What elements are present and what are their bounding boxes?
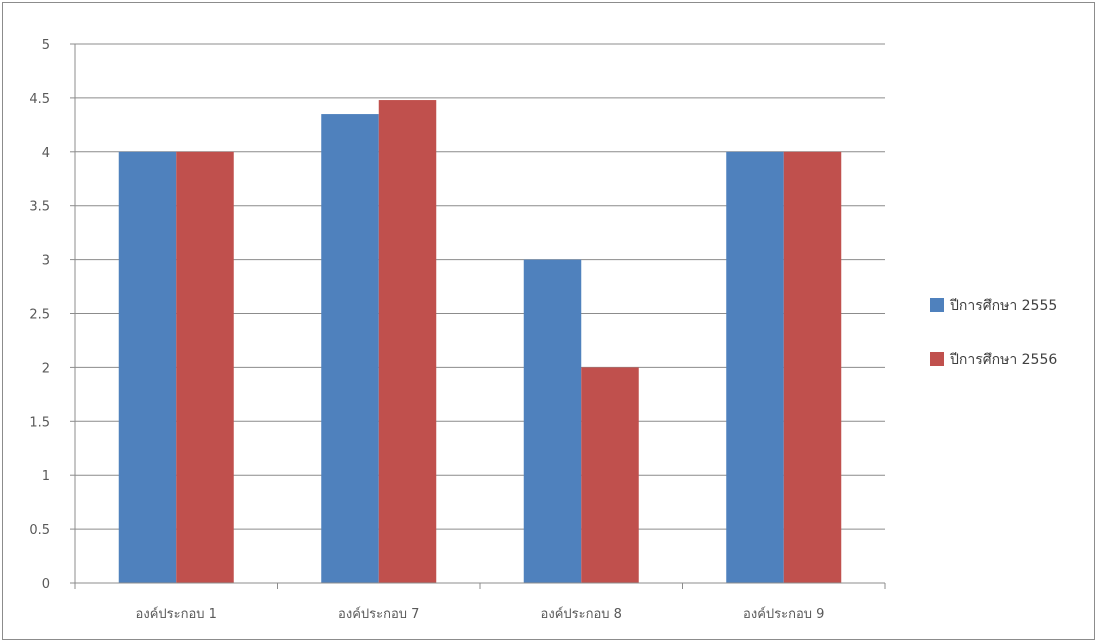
legend-swatch bbox=[930, 352, 944, 366]
x-tick-label: องค์ประกอบ 1 bbox=[136, 606, 217, 622]
y-tick-label: 1.5 bbox=[29, 415, 50, 430]
bar bbox=[783, 151, 842, 584]
y-tick-label: 3.5 bbox=[29, 200, 50, 215]
x-tick-label: องค์ประกอบ 8 bbox=[541, 606, 622, 622]
y-tick-labels: 0 0.5 1 1.5 2 2.5 3 3.5 4 4.5 5 bbox=[29, 38, 50, 592]
bar bbox=[118, 151, 177, 584]
y-tick-label: 0.5 bbox=[29, 523, 50, 538]
bar bbox=[176, 151, 234, 584]
y-tick-label: 4 bbox=[42, 146, 50, 161]
legend: ปีการศึกษา 2555 ปีการศึกษา 2556 bbox=[930, 298, 1057, 368]
y-tick-label: 3 bbox=[42, 254, 50, 269]
y-tick-label: 2 bbox=[42, 361, 50, 376]
y-tick-label: 2.5 bbox=[29, 308, 50, 323]
bar bbox=[378, 100, 437, 583]
y-tick-label: 4.5 bbox=[29, 92, 50, 107]
bar bbox=[523, 259, 582, 583]
y-tick-label: 5 bbox=[42, 38, 50, 53]
axes bbox=[70, 43, 886, 589]
legend-label: ปีการศึกษา 2555 bbox=[950, 298, 1058, 314]
x-tick-labels: องค์ประกอบ 1 องค์ประกอบ 7 องค์ประกอบ 8 องค์… bbox=[136, 606, 825, 622]
bars bbox=[118, 100, 842, 584]
y-tick-label: 1 bbox=[42, 469, 50, 484]
bar bbox=[581, 367, 639, 583]
bar bbox=[726, 151, 784, 584]
x-tick-label: องค์ประกอบ 7 bbox=[338, 606, 419, 622]
legend-label: ปีการศึกษา 2556 bbox=[950, 352, 1058, 368]
bar bbox=[321, 114, 379, 583]
x-tick-label: องค์ประกอบ 9 bbox=[743, 606, 824, 622]
legend-swatch bbox=[930, 298, 944, 312]
y-tick-label: 0 bbox=[42, 577, 50, 592]
